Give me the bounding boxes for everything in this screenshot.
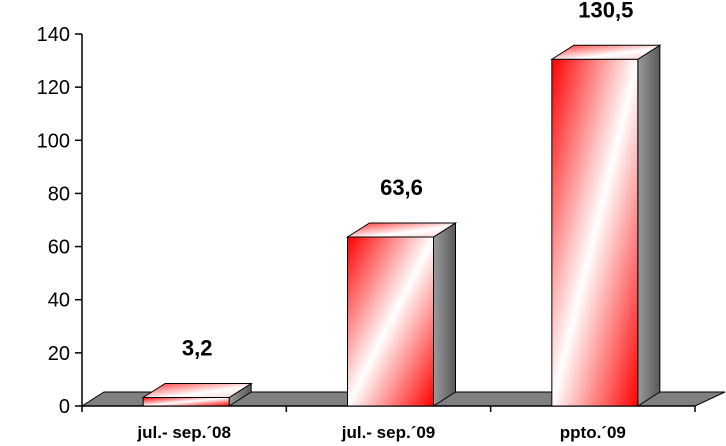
y-tick-label: 60	[48, 237, 70, 259]
y-tick-label: 20	[48, 343, 70, 365]
y-tick-label: 140	[37, 24, 70, 46]
y-tick-label: 120	[37, 77, 70, 99]
bar-front	[551, 58, 639, 407]
category-label: jul.- sep.´08	[136, 423, 231, 442]
data-label: 3,2	[182, 335, 213, 360]
category-label: ppto.´09	[560, 423, 626, 442]
bar	[550, 44, 662, 407]
bar	[345, 222, 458, 407]
bar-top	[550, 44, 662, 60]
category-label: jul.- sep.´09	[341, 423, 436, 442]
bar-top	[345, 222, 458, 238]
bar-side	[433, 222, 456, 407]
x-axis-ticks	[81, 406, 696, 412]
bar	[141, 382, 253, 407]
bar-top	[141, 382, 253, 398]
category-labels: jul.- sep.´08 jul.- sep.´09 ppto.´09	[136, 423, 625, 442]
bar-front	[142, 396, 230, 407]
y-tick-label: 0	[59, 396, 70, 418]
y-axis-ticks: 0 20 40 60 80 100 120 140	[37, 24, 82, 418]
bar-front	[347, 236, 434, 407]
data-label: 63,6	[380, 175, 423, 200]
data-labels: 3,2 63,6 130,5	[182, 0, 633, 360]
bars	[141, 44, 662, 407]
y-tick-label: 80	[48, 183, 70, 205]
y-tick-label: 40	[48, 290, 70, 312]
y-tick-label: 100	[37, 130, 70, 152]
data-label: 130,5	[578, 0, 633, 22]
bar-side	[637, 44, 661, 407]
